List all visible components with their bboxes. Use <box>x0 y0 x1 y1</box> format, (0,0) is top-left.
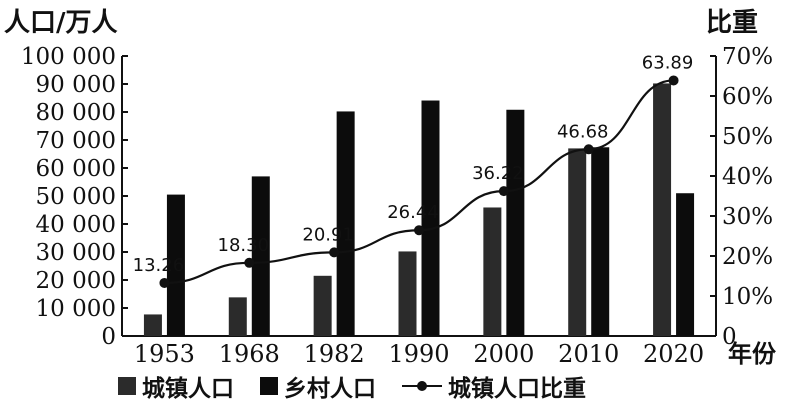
legend-label-urban: 城镇人口 <box>142 376 234 402</box>
left-tick-label: 70 000 <box>36 128 116 154</box>
legend-label-ratio: 城镇人口比重 <box>448 376 586 402</box>
bar-urban <box>483 207 502 336</box>
right-axis-title: 比重 <box>706 8 759 38</box>
legend-item-urban: 城镇人口 <box>118 369 234 403</box>
left-tick-label: 50 000 <box>36 184 116 210</box>
left-tick-label: 90 000 <box>36 72 116 98</box>
ratio-point <box>668 75 679 86</box>
x-tick-label: 1982 <box>304 340 365 368</box>
x-axis-title: 年份 <box>728 340 776 368</box>
left-tick-label: 80 000 <box>36 100 116 126</box>
legend-swatch-rural <box>260 377 278 395</box>
ratio-data-label: 26.44 <box>387 202 439 223</box>
ratio-point <box>414 225 424 236</box>
bar-urban <box>228 297 247 336</box>
left-tick-label: 40 000 <box>36 212 116 238</box>
ratio-point <box>583 144 594 155</box>
x-tick-label: 1968 <box>219 340 280 368</box>
left-axis-title: 人口/万人 <box>4 8 118 38</box>
x-tick-label: 2000 <box>473 340 534 368</box>
x-tick-label: 2010 <box>558 340 619 368</box>
legend: 城镇人口 乡村人口 城镇人口比重 <box>118 368 612 404</box>
bar-urban <box>143 314 162 336</box>
bar-rural <box>591 147 610 336</box>
x-tick-label: 2020 <box>643 340 704 368</box>
right-tick-label: 40% <box>722 164 773 190</box>
ratio-point <box>244 257 255 268</box>
right-tick-label: 30% <box>722 204 773 230</box>
legend-item-ratio: 城镇人口比重 <box>402 369 586 403</box>
bar-rural <box>421 100 440 337</box>
left-tick-label: 0 <box>101 324 116 350</box>
legend-label-rural: 乡村人口 <box>284 376 376 402</box>
bar-urban <box>568 148 587 336</box>
legend-item-rural: 乡村人口 <box>260 369 376 403</box>
left-tick-label: 100 000 <box>21 44 116 70</box>
legend-swatch-ratio <box>402 377 442 395</box>
ratio-data-label: 63.89 <box>642 52 694 73</box>
bar-rural <box>336 111 355 336</box>
ratio-point <box>498 186 509 197</box>
left-tick-label: 10 000 <box>36 296 116 322</box>
ratio-data-label: 36.22 <box>472 163 524 184</box>
right-tick-label: 70% <box>722 44 773 70</box>
ratio-point <box>329 247 340 258</box>
ratio-data-label: 13.26 <box>133 255 185 276</box>
ratio-data-label: 20.91 <box>302 224 354 245</box>
ratio-point <box>159 277 170 288</box>
right-tick-label: 50% <box>722 124 773 150</box>
bar-rural <box>676 193 695 336</box>
right-tick-label: 20% <box>722 244 773 270</box>
ratio-data-label: 46.68 <box>557 121 609 142</box>
bar-urban <box>653 83 672 336</box>
left-tick-label: 60 000 <box>36 156 116 182</box>
legend-swatch-urban <box>118 377 136 395</box>
right-tick-label: 10% <box>722 284 773 310</box>
left-tick-label: 20 000 <box>36 268 116 294</box>
x-tick-label: 1953 <box>134 340 195 368</box>
bar-rural <box>251 176 270 336</box>
bar-urban <box>313 275 332 336</box>
x-tick-label: 1990 <box>388 340 449 368</box>
right-axis: 0 10% 20% 30% 40% 50% 60% 70% <box>710 44 773 350</box>
bars <box>143 83 695 337</box>
bar-rural <box>506 109 525 336</box>
left-tick-label: 30 000 <box>36 240 116 266</box>
x-axis: 1953 1968 1982 1990 2000 2010 2020 <box>134 340 704 368</box>
bar-urban <box>398 251 417 336</box>
right-tick-label: 0 <box>722 324 737 350</box>
ratio-data-label: 18.30 <box>218 235 270 256</box>
urban-ratio-line: 13.26 18.30 20.91 26.44 36.22 46.68 63.89 <box>133 52 694 288</box>
plot-frame <box>121 56 717 337</box>
right-tick-label: 60% <box>722 84 773 110</box>
bar-rural <box>166 194 185 336</box>
